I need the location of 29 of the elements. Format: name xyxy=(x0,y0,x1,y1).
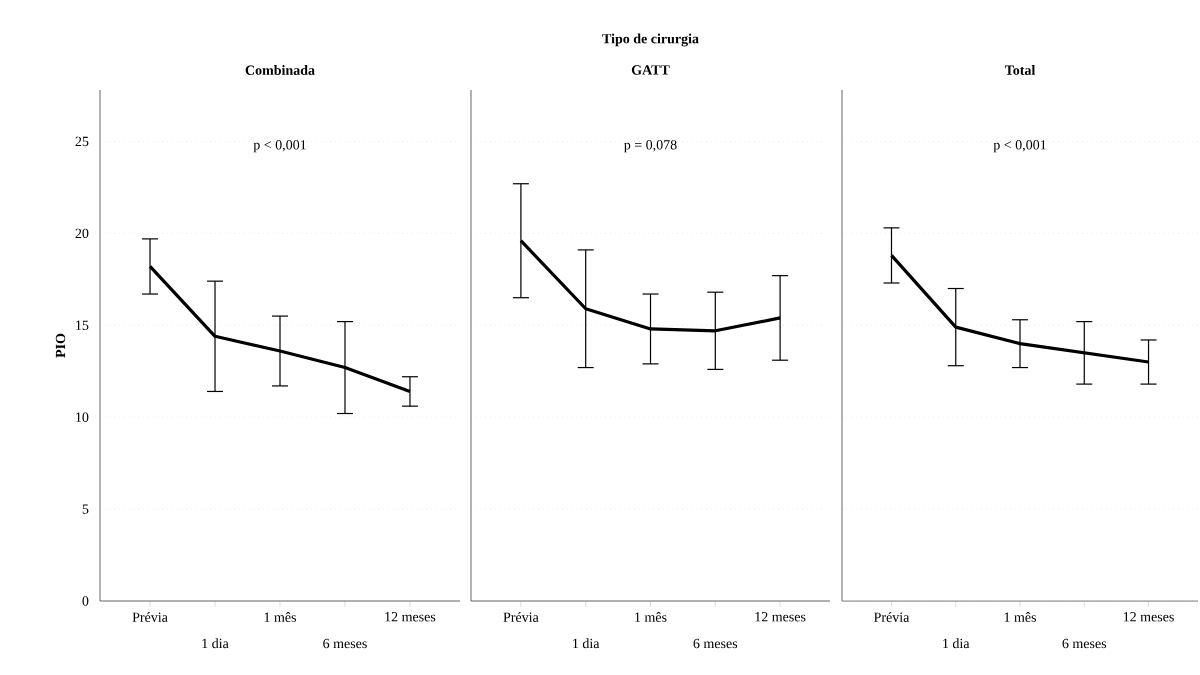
x-tick-label: 12 meses xyxy=(755,612,806,622)
annotation: p = 0,078 xyxy=(624,140,677,153)
x-tick-label: 1 dia xyxy=(202,638,229,649)
chart-title: Tipo de cirurgia xyxy=(602,33,699,47)
y-tick-label: 0 xyxy=(82,596,89,606)
x-tick-label: 1 mês xyxy=(264,612,297,622)
chart-subtitle: Total xyxy=(1004,65,1036,75)
x-tick-label: 6 meses xyxy=(323,638,367,649)
x-tick-label: Prévia xyxy=(874,612,910,622)
y-tick-label: 25 xyxy=(75,136,89,147)
chart-subtitle: GATT xyxy=(631,65,670,75)
x-tick-label: 12 meses xyxy=(1123,612,1174,622)
x-tick-label: 12 meses xyxy=(385,612,436,622)
y-tick-label: 20 xyxy=(75,228,89,239)
y-tick-label: 10 xyxy=(76,412,89,422)
x-tick-label: 1 mês xyxy=(635,612,667,622)
x-tick-label: Prévia xyxy=(132,612,168,622)
x-tick-label: 1 dia xyxy=(573,638,600,649)
x-tick-label: 1 mês xyxy=(1004,612,1037,622)
x-tick-label: 1 dia xyxy=(943,638,970,649)
chart-subtitle: Combinada xyxy=(245,65,315,75)
y-axis-title: PIO xyxy=(55,333,66,358)
x-tick-label: 6 meses xyxy=(693,638,738,649)
annotation: p < 0,001 xyxy=(993,140,1046,153)
x-tick-label: 6 meses xyxy=(1062,638,1107,649)
y-tick-label: 5 xyxy=(82,504,89,514)
y-tick-label: 15 xyxy=(76,320,89,330)
annotation: p < 0,001 xyxy=(253,140,306,153)
x-tick-label: Prévia xyxy=(503,612,539,622)
